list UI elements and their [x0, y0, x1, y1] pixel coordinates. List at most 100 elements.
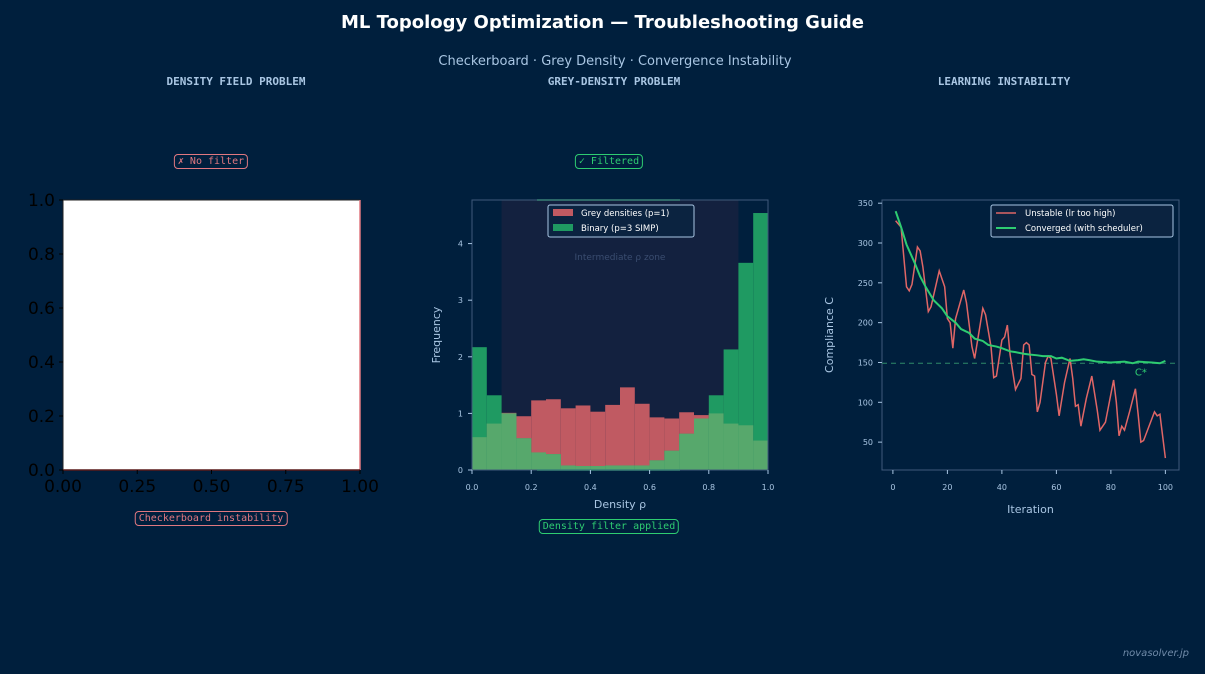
grey-density-bar — [634, 403, 650, 470]
x-axis-label: Iteration — [1007, 503, 1054, 516]
x-tick-label: 1.0 — [762, 483, 775, 492]
grey-density-bar — [590, 411, 606, 470]
y-tick-label: 250 — [858, 279, 873, 288]
grey-density-bar — [575, 405, 591, 470]
overlap-bar — [546, 454, 561, 470]
x-tick-label: 0 — [890, 483, 895, 492]
overlap-bar — [590, 466, 606, 470]
y-tick-label: 0.0 — [28, 461, 55, 481]
legend-box — [547, 204, 695, 238]
overlap-bar — [679, 433, 694, 470]
y-tick-label: 200 — [858, 319, 873, 328]
density-filter-badge: Density filter applied — [538, 519, 680, 534]
x-tick-label: 0.8 — [702, 483, 715, 492]
grey-density-bar — [560, 408, 576, 470]
overlap-bar — [605, 465, 620, 470]
grey-density-bar — [620, 387, 635, 470]
x-tick-label: 100 — [1158, 483, 1173, 492]
axes-frame — [471, 199, 769, 471]
overlap-bar — [560, 465, 576, 470]
x-tick-label: 0.0 — [466, 483, 479, 492]
binary-bar — [753, 213, 768, 471]
checkerboard-badge: Checkerboard instability — [134, 511, 288, 526]
overlap-bar — [501, 413, 517, 470]
panel-title-density: DENSITY FIELD PROBLEM — [166, 75, 306, 88]
y-tick-label: 0.2 — [28, 407, 55, 427]
y-tick-label: 0.4 — [28, 353, 55, 373]
legend: Grey densities (p=1) Binary (p=3 SIMP) — [547, 204, 695, 238]
x-tick-label: 0.75 — [267, 477, 305, 497]
overlap-bar — [708, 413, 724, 470]
grey-density-bar — [649, 417, 665, 470]
binary-bar — [738, 262, 754, 470]
x-tick-label: 0.4 — [584, 483, 597, 492]
target-compliance-label: C* — [1135, 367, 1147, 378]
overlap-bar — [723, 423, 739, 470]
overlap-bar — [531, 452, 546, 470]
legend-swatch-grey — [553, 209, 573, 216]
converged-line — [894, 210, 1166, 365]
y-tick-label: 0 — [458, 466, 463, 475]
x-tick-label: 0.50 — [193, 477, 231, 497]
watermark: novasolver.jp — [1122, 648, 1189, 659]
overlap-bar — [620, 465, 635, 470]
panel-title-learning: LEARNING INSTABILITY — [937, 75, 1071, 88]
x-tick-label: 20 — [942, 483, 952, 492]
density-field-axes: 0.00 0.25 0.50 0.75 1.00 0.0 0.2 0.4 0.6 0.8 1.0 — [28, 191, 379, 497]
y-tick-label: 1.0 — [28, 191, 55, 211]
y-tick-label: 300 — [858, 239, 873, 248]
overlap-bar — [664, 450, 680, 470]
overlap-bar — [472, 437, 487, 470]
y-tick-label: 100 — [858, 398, 873, 407]
legend-label: Unstable (lr too high) — [1025, 209, 1115, 219]
panel-title-grey: GREY-DENSITY PROBLEM — [547, 75, 681, 88]
overlap-bar — [694, 418, 709, 470]
y-tick-label: 350 — [858, 199, 873, 208]
overlap-bar — [634, 465, 650, 470]
x-tick-label: 0.25 — [118, 477, 156, 497]
overlap-bar — [753, 440, 768, 470]
convergence-line-chart: C* 0 20 40 60 80 100 50 100 150 200 250 300 350 Iterat… — [823, 199, 1180, 516]
grey-density-bar — [605, 404, 620, 470]
y-tick-label: 4 — [458, 240, 463, 249]
y-tick-label: 0.8 — [28, 245, 55, 265]
x-tick-label: 0.6 — [643, 483, 656, 492]
page-subtitle: Checkerboard · Grey Density · Convergenc… — [438, 54, 792, 69]
overlap-bar — [649, 460, 665, 470]
x-tick-label: 60 — [1051, 483, 1061, 492]
x-tick-label: 0.2 — [525, 483, 538, 492]
x-tick-label: 80 — [1106, 483, 1116, 492]
legend-box — [990, 204, 1174, 238]
overlap-bar — [575, 466, 591, 470]
overlap-bar — [516, 438, 532, 470]
no-filter-badge: ✗ No filter — [173, 154, 249, 169]
y-tick-label: 2 — [458, 353, 463, 362]
legend-swatch-binary — [553, 224, 573, 231]
legend: Unstable (lr too high) Converged (with sc… — [990, 204, 1174, 238]
y-tick-label: 0.6 — [28, 299, 55, 319]
overlap-bar — [486, 423, 502, 470]
overlap-bar — [738, 425, 754, 470]
x-tick-label: 0.00 — [44, 477, 82, 497]
y-tick-label: 1 — [458, 409, 463, 418]
page-title: ML Topology Optimization — Troubleshooti… — [340, 12, 865, 33]
grey-density-histogram: Intermediate ρ zone 0.0 0.2 0.4 0.6 0.8 1.0 0 1 2… — [430, 199, 775, 511]
y-tick-label: 50 — [863, 438, 873, 447]
x-axis-label: Density ρ — [594, 498, 646, 511]
y-axis-label: Compliance C — [823, 297, 836, 373]
legend-label: Grey densities (p=1) — [581, 209, 669, 219]
band-label: Intermediate ρ zone — [575, 253, 666, 263]
legend-label: Binary (p=3 SIMP) — [581, 224, 659, 234]
x-tick-label: 1.00 — [341, 477, 379, 497]
grey-density-bar — [546, 399, 561, 470]
legend-label: Converged (with scheduler) — [1025, 224, 1143, 234]
x-tick-label: 40 — [997, 483, 1007, 492]
axes-frame — [881, 199, 1180, 471]
y-axis-label: Frequency — [430, 306, 443, 363]
unstable-line — [895, 220, 1167, 459]
y-tick-label: 3 — [458, 296, 463, 305]
axes-background — [62, 199, 361, 471]
filtered-badge: ✓ Filtered — [574, 154, 644, 169]
y-tick-label: 150 — [858, 358, 873, 367]
